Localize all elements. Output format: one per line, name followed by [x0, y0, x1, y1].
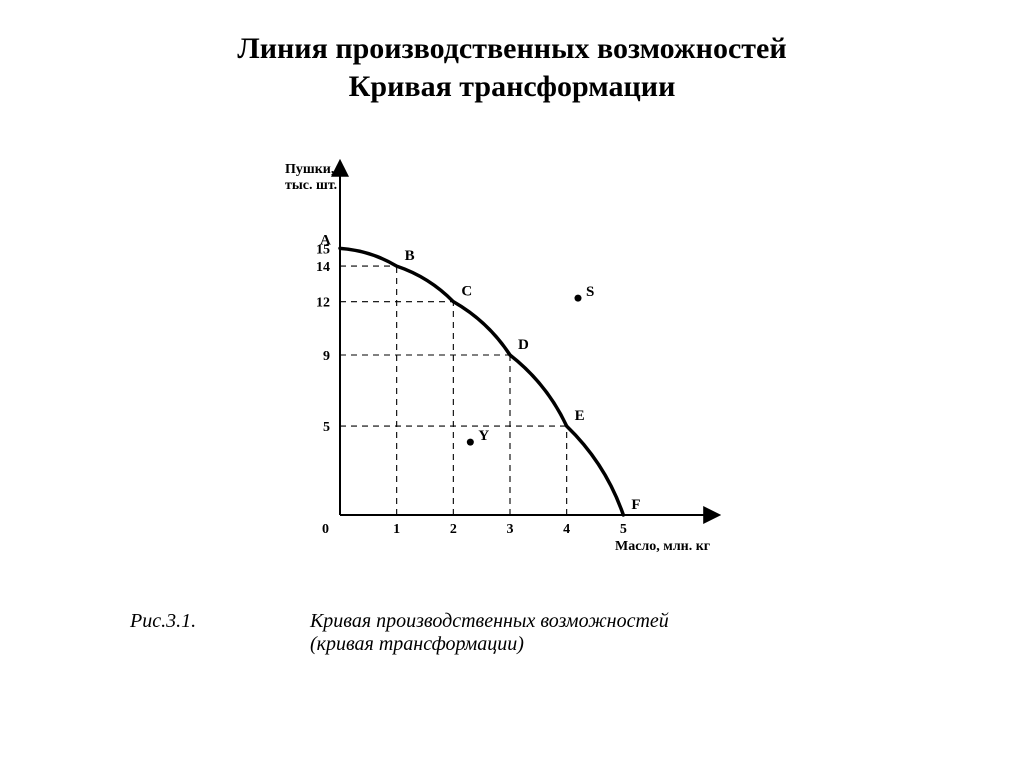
svg-text:3: 3: [507, 522, 514, 537]
svg-text:C: C: [461, 284, 472, 300]
svg-text:B: B: [405, 248, 415, 264]
svg-text:E: E: [575, 408, 585, 424]
svg-text:14: 14: [316, 260, 330, 275]
figure-text: Кривая производственных возможностей (кр…: [310, 610, 870, 656]
svg-text:Пушки,: Пушки,: [285, 162, 334, 177]
page-title: Линия производственных возможностей Крив…: [0, 30, 1024, 105]
ppf-chart: Пушки,тыс. шт.Масло, млн. кг059121415123…: [250, 145, 770, 585]
svg-text:A: A: [320, 232, 331, 248]
svg-text:5: 5: [620, 522, 627, 537]
figure-caption: Рис.3.1. Кривая производственных возможн…: [130, 610, 890, 656]
svg-text:1: 1: [393, 522, 400, 537]
svg-text:F: F: [631, 497, 640, 513]
svg-text:2: 2: [450, 522, 457, 537]
svg-text:0: 0: [322, 522, 329, 537]
svg-text:9: 9: [323, 349, 330, 364]
svg-text:D: D: [518, 337, 529, 353]
svg-text:тыс. шт.: тыс. шт.: [285, 178, 337, 193]
svg-text:5: 5: [323, 420, 330, 435]
figure-number: Рис.3.1.: [130, 610, 305, 633]
svg-text:4: 4: [563, 522, 570, 537]
svg-text:Масло, млн. кг: Масло, млн. кг: [615, 539, 710, 554]
svg-text:12: 12: [316, 296, 330, 311]
svg-text:S: S: [586, 284, 594, 300]
svg-text:Y: Y: [478, 428, 489, 444]
